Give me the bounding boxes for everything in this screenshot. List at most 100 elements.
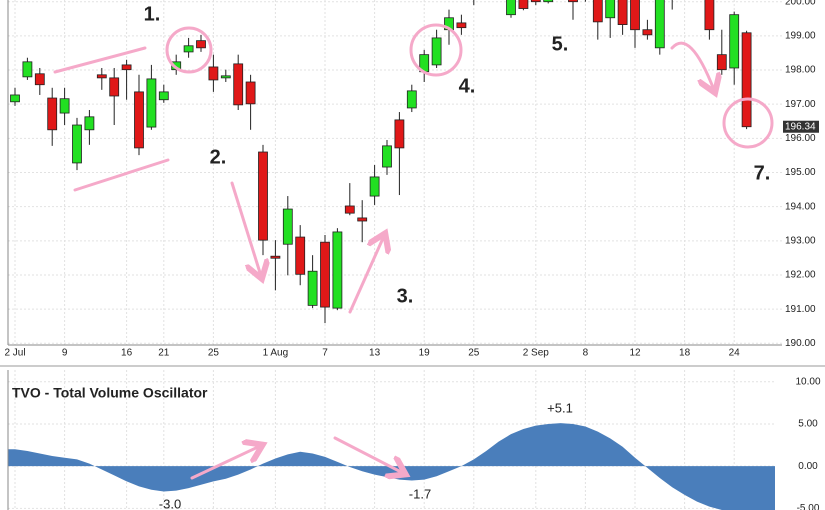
x-tick-label: 24 bbox=[729, 348, 741, 359]
osc-annotation: -1.7 bbox=[409, 486, 431, 501]
candle-body bbox=[320, 241, 330, 308]
y-tick-label: 199.00 bbox=[785, 31, 816, 42]
arrow bbox=[333, 436, 403, 473]
candle-body bbox=[530, 0, 541, 3]
y-tick-label: 198.00 bbox=[785, 65, 816, 76]
candle-body bbox=[22, 61, 33, 78]
candle-body bbox=[220, 75, 231, 79]
y-tick-label: 195.00 bbox=[785, 167, 816, 178]
trend-line bbox=[53, 46, 147, 74]
annotation: 7. bbox=[754, 162, 771, 184]
candle-body bbox=[357, 217, 368, 222]
candle-body bbox=[568, 0, 578, 3]
osc-annotation: +5.1 bbox=[547, 400, 573, 415]
candle-body bbox=[282, 208, 293, 245]
candle-body bbox=[59, 98, 70, 114]
x-tick-label: 2 Sep bbox=[523, 348, 550, 359]
y-tick-label: 191.00 bbox=[785, 304, 816, 315]
candle-body bbox=[518, 0, 529, 9]
osc-title: TVO - Total Volume Oscillator bbox=[12, 385, 208, 401]
candle-body bbox=[741, 32, 752, 128]
x-tick-label: 7 bbox=[322, 348, 328, 359]
labels: 190.00191.00192.00193.00194.00195.00196.… bbox=[4, 0, 821, 510]
candle-body bbox=[394, 119, 405, 149]
candle-body bbox=[10, 94, 20, 103]
arrow bbox=[190, 446, 260, 480]
arrow bbox=[670, 41, 714, 90]
candle-body bbox=[134, 91, 144, 149]
candle-body bbox=[146, 78, 157, 128]
candle-body bbox=[506, 0, 516, 16]
candle-body bbox=[654, 0, 665, 49]
candles bbox=[10, 0, 752, 324]
y-tick-label: 192.00 bbox=[785, 270, 816, 281]
candle-body bbox=[96, 74, 107, 79]
x-tick-label: 9 bbox=[62, 348, 68, 359]
x-tick-label: 1 Aug bbox=[263, 348, 289, 359]
annotation: 4. bbox=[459, 75, 476, 97]
candle-body bbox=[34, 73, 45, 86]
candle-body bbox=[158, 91, 169, 101]
candle-body bbox=[716, 54, 727, 71]
candle-body bbox=[332, 231, 343, 309]
y-tick-label: 196.00 bbox=[785, 133, 816, 144]
x-tick-label: 18 bbox=[679, 348, 691, 359]
candle-body bbox=[307, 270, 318, 306]
arrow bbox=[348, 236, 384, 314]
candle-body bbox=[72, 124, 82, 164]
candle-body bbox=[84, 116, 95, 131]
x-tick-label: 12 bbox=[629, 348, 641, 359]
x-tick-label: 8 bbox=[583, 348, 589, 359]
price-tag bbox=[783, 120, 819, 133]
y-tick-label: 197.00 bbox=[785, 99, 816, 110]
candle-body bbox=[543, 0, 554, 3]
y-tick-label: 200.00 bbox=[785, 0, 816, 7]
annotation: 5. bbox=[552, 33, 569, 55]
osc-y-tick-label: 10.00 bbox=[795, 376, 820, 387]
candle-body bbox=[183, 45, 194, 53]
osc-y-tick-label: 0.00 bbox=[798, 461, 818, 472]
candle-body bbox=[47, 97, 58, 131]
osc-annotation: -3.0 bbox=[159, 496, 181, 510]
candle-body bbox=[605, 0, 616, 19]
annotation-shapes bbox=[53, 23, 774, 480]
candle-body bbox=[233, 63, 244, 106]
candle-body bbox=[369, 176, 380, 197]
candle-body bbox=[630, 0, 640, 31]
candle-body bbox=[729, 14, 740, 69]
candle-body bbox=[406, 90, 417, 109]
annotation: 3. bbox=[397, 285, 414, 307]
candle-body bbox=[270, 255, 281, 259]
y-tick-label: 193.00 bbox=[785, 235, 816, 246]
candle-body bbox=[431, 37, 442, 66]
annotation: 2. bbox=[210, 146, 227, 168]
candle-body bbox=[196, 40, 206, 49]
x-tick-label: 25 bbox=[468, 348, 480, 359]
y-tick-label: 194.00 bbox=[785, 201, 816, 212]
osc-y-tick-label: -5.00 bbox=[797, 503, 820, 510]
candle-body bbox=[642, 29, 653, 36]
circle bbox=[409, 23, 463, 77]
circle bbox=[165, 26, 213, 74]
x-tick-label: 2 Jul bbox=[4, 348, 25, 359]
x-tick-label: 16 bbox=[121, 348, 133, 359]
y-tick-label: 190.00 bbox=[785, 338, 816, 349]
price-tag-label: 196.34 bbox=[785, 121, 816, 132]
x-tick-label: 25 bbox=[208, 348, 220, 359]
candle-body bbox=[344, 205, 355, 214]
candle-body bbox=[208, 66, 219, 81]
candle-body bbox=[295, 236, 306, 275]
x-tick-label: 19 bbox=[419, 348, 431, 359]
osc-y-tick-label: 5.00 bbox=[798, 419, 818, 430]
candle-body bbox=[704, 0, 715, 31]
candle-body bbox=[382, 145, 392, 168]
annotation: 1. bbox=[144, 3, 161, 25]
candle-body bbox=[592, 0, 603, 23]
candle-body bbox=[245, 81, 256, 105]
candle-body bbox=[617, 0, 628, 25]
candle-body bbox=[121, 64, 132, 71]
trend-line bbox=[73, 158, 170, 192]
candle-body bbox=[456, 22, 467, 29]
